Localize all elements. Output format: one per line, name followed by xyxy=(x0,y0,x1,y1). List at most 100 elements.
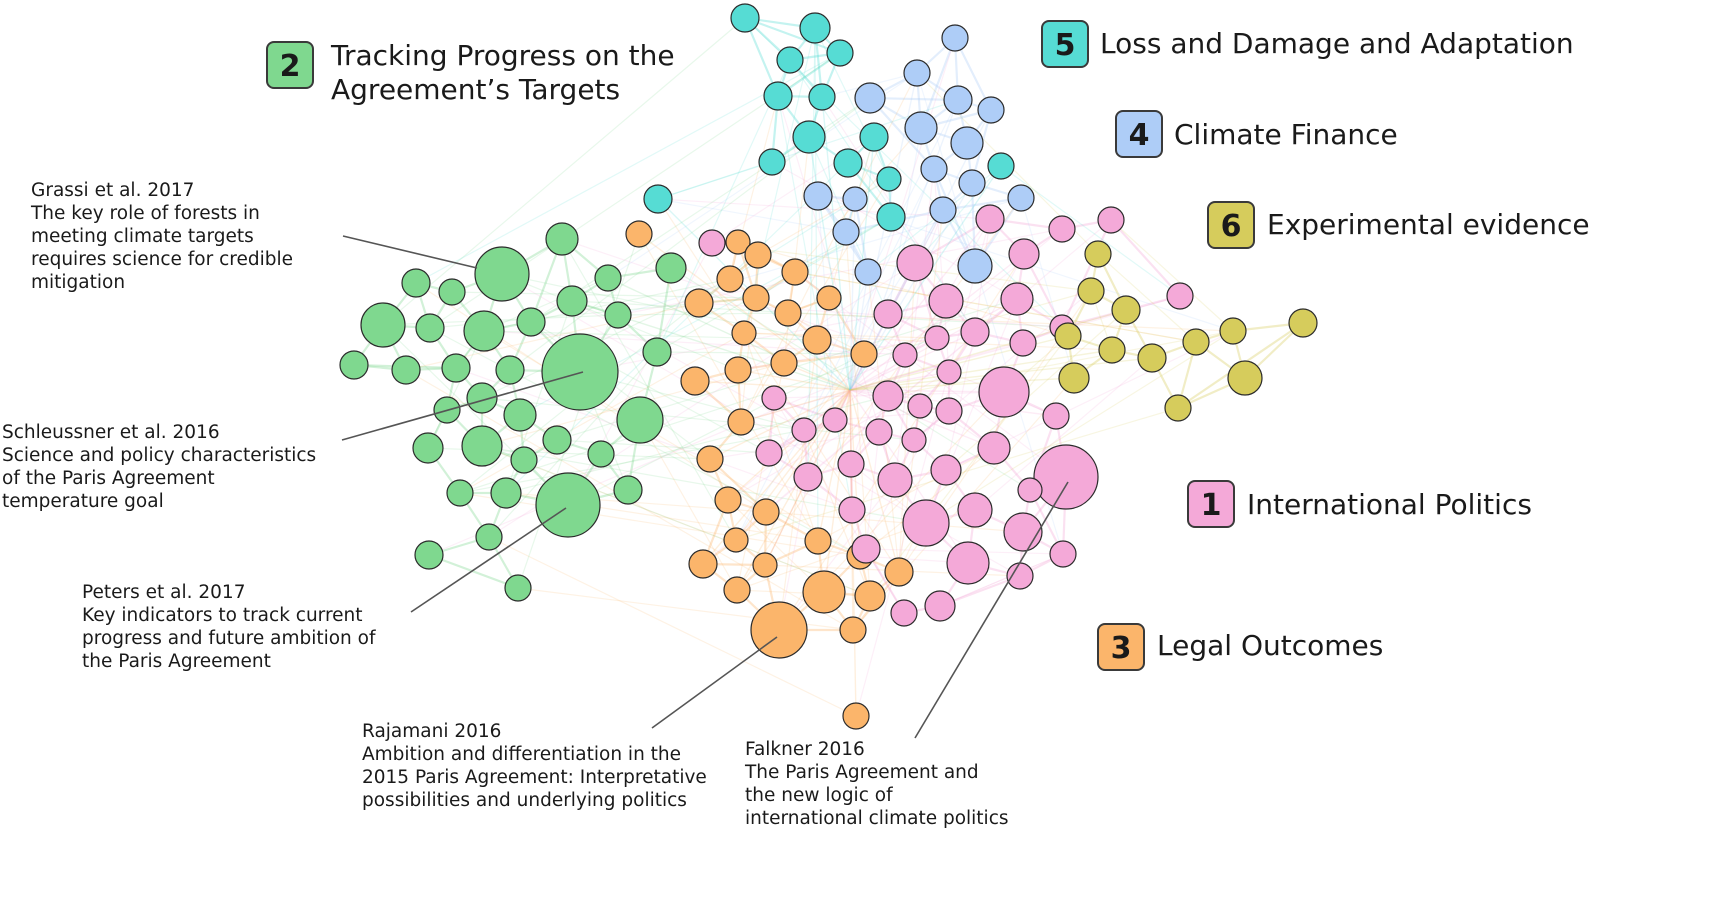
network-node xyxy=(975,204,1005,234)
network-node xyxy=(742,284,770,312)
network-node xyxy=(977,96,1005,124)
network-edge xyxy=(727,371,950,501)
network-node xyxy=(1054,322,1082,350)
network-node xyxy=(698,229,726,257)
network-node xyxy=(1219,317,1247,345)
annotation-pointer-grassi xyxy=(342,235,478,269)
network-node xyxy=(781,258,809,286)
network-edge xyxy=(481,397,915,441)
network-edge xyxy=(481,445,871,597)
network-edge xyxy=(803,168,935,431)
network-node xyxy=(802,325,832,355)
network-edge xyxy=(849,342,1024,391)
network-edge xyxy=(869,335,1069,597)
annotation-title-line: Science and policy characteristics xyxy=(2,445,316,466)
network-node xyxy=(542,425,572,455)
network-node xyxy=(943,85,973,115)
network-edge xyxy=(778,253,1025,631)
network-edge xyxy=(808,136,851,391)
network-edge xyxy=(727,389,851,501)
network-node xyxy=(1182,328,1210,356)
network-node xyxy=(907,393,933,419)
network-node xyxy=(516,307,546,337)
annotation-title-line: the Paris Agreement xyxy=(82,651,271,672)
network-edge xyxy=(887,330,1234,397)
cluster-label-text: Tracking Progress on the xyxy=(330,39,675,72)
network-node xyxy=(930,454,962,486)
network-node xyxy=(928,283,964,319)
annotation-title-line: The key role of forests in xyxy=(30,203,260,224)
network-node xyxy=(876,166,902,192)
network-node xyxy=(1137,343,1167,373)
cluster-label-text: Experimental evidence xyxy=(1267,208,1590,241)
network-node xyxy=(556,285,588,317)
annotation-citation: Rajamani 2016 xyxy=(362,721,501,742)
network-edge xyxy=(459,332,745,494)
network-edge xyxy=(670,267,1031,491)
network-node xyxy=(1164,394,1192,422)
network-edge xyxy=(657,161,773,200)
cluster-label-1: 1 International Politics xyxy=(1187,480,1532,528)
network-edge xyxy=(709,389,851,460)
cluster-number-box xyxy=(1115,110,1163,158)
network-node xyxy=(446,479,474,507)
network-node xyxy=(730,3,760,33)
network-node xyxy=(723,527,749,553)
network-node xyxy=(731,320,757,346)
network-node xyxy=(750,601,808,659)
network-node xyxy=(957,492,993,528)
network-node xyxy=(503,398,537,432)
network-edge xyxy=(428,553,519,590)
cluster-label-3: 3 Legal Outcomes xyxy=(1097,623,1383,671)
network-node xyxy=(680,366,710,396)
network-node xyxy=(541,333,619,411)
network-edge xyxy=(925,330,1234,524)
network-node xyxy=(924,590,956,622)
network-edge xyxy=(744,16,841,55)
network-node xyxy=(1008,238,1040,270)
network-edge xyxy=(777,95,853,511)
network-node xyxy=(752,552,778,578)
network-node xyxy=(688,549,718,579)
network-edge xyxy=(656,59,791,353)
network-edge xyxy=(821,96,851,391)
network-node xyxy=(842,186,868,212)
cluster-label-4: 4 Climate Finance xyxy=(1115,110,1398,158)
network-node xyxy=(816,285,842,311)
cluster-label-text: Loss and Damage and Adaptation xyxy=(1100,27,1574,60)
annotation-pointer-peters xyxy=(410,507,567,613)
network-node xyxy=(1288,308,1318,338)
network-edge xyxy=(382,324,569,506)
network-node xyxy=(744,241,772,269)
network-edge xyxy=(656,351,865,355)
network-node xyxy=(1033,444,1099,510)
network-edge xyxy=(787,312,1234,332)
network-edge xyxy=(869,97,935,170)
network-node xyxy=(438,278,466,306)
cluster-number-box xyxy=(1187,480,1235,528)
network-edge xyxy=(488,351,658,538)
network-edge xyxy=(743,27,816,334)
network-node xyxy=(755,439,783,467)
network-edge xyxy=(849,389,900,573)
network-node xyxy=(842,702,870,730)
network-node xyxy=(466,382,498,414)
network-node xyxy=(957,248,993,284)
network-edge xyxy=(579,313,889,373)
network-node xyxy=(901,427,927,453)
network-node xyxy=(625,220,653,248)
network-node xyxy=(839,616,867,644)
network-edge xyxy=(849,371,950,391)
network-edge xyxy=(727,228,1063,501)
cluster-number-box xyxy=(1207,201,1255,249)
network-node xyxy=(1000,282,1034,316)
cluster-number-box xyxy=(266,41,314,89)
network-edge xyxy=(427,330,485,449)
network-edge xyxy=(561,238,906,356)
network-edge xyxy=(488,536,857,717)
network-edge xyxy=(740,178,890,423)
